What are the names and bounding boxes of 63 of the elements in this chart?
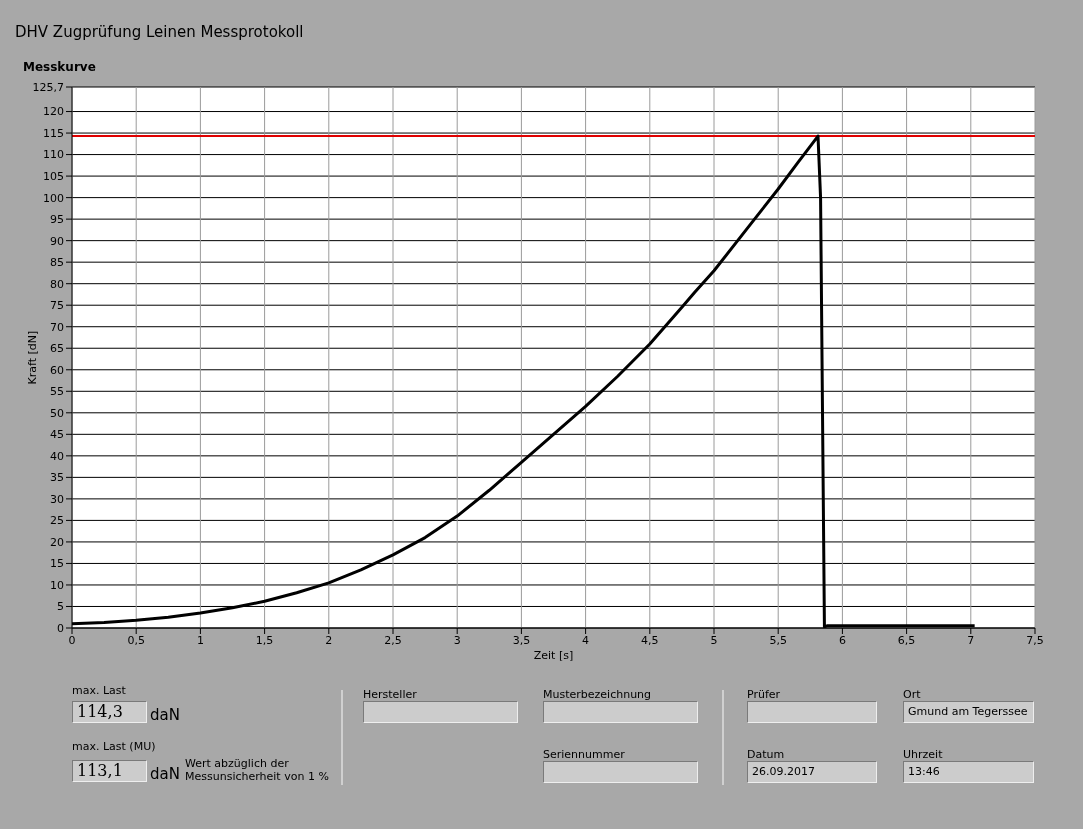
y-tick-label: 10 bbox=[50, 578, 64, 592]
x-tick-label: 3 bbox=[453, 633, 461, 647]
x-tick-label: 4,5 bbox=[641, 633, 659, 647]
y-tick-label: 30 bbox=[50, 492, 64, 506]
y-tick-label: 95 bbox=[50, 213, 64, 227]
y-tick-label: 90 bbox=[50, 234, 64, 248]
text-field: Gmund am Tegerssee bbox=[903, 701, 1034, 723]
y-tick-label: 35 bbox=[50, 471, 64, 485]
x-tick-label: 0 bbox=[68, 633, 76, 647]
text: Ort bbox=[903, 688, 921, 701]
y-tick-label: 5 bbox=[57, 600, 64, 614]
x-tick-label: 6 bbox=[838, 633, 846, 647]
x-tick-label: 4 bbox=[582, 633, 590, 647]
x-tick-label: 2,5 bbox=[384, 633, 402, 647]
y-tick-label: 45 bbox=[50, 428, 64, 442]
chart-title: DHV Zugprüfung Leinen Messprotokoll bbox=[15, 23, 304, 41]
text-field: 113,1 bbox=[72, 760, 147, 782]
text: Uhrzeit bbox=[903, 748, 943, 761]
text-field: 114,3 bbox=[72, 701, 147, 723]
x-tick-label: 2 bbox=[325, 633, 333, 647]
y-tick-label: 125,7 bbox=[32, 80, 64, 94]
text-field: 26.09.2017 bbox=[747, 761, 877, 783]
y-tick-label: 105 bbox=[43, 170, 64, 183]
text: Hersteller bbox=[363, 688, 417, 701]
x-tick-label: 6,5 bbox=[897, 633, 916, 647]
y-tick-label: 85 bbox=[50, 256, 64, 270]
y-tick-label: 120 bbox=[43, 105, 64, 119]
y-tick-label: 60 bbox=[50, 363, 64, 377]
text: max. Last bbox=[72, 684, 126, 697]
x-tick-label: 7 bbox=[967, 633, 975, 647]
y-tick-label: 80 bbox=[50, 277, 64, 291]
y-tick-label: 70 bbox=[50, 320, 64, 334]
y-tick-label: 115 bbox=[43, 126, 64, 140]
x-tick-label: 3,5 bbox=[512, 633, 531, 647]
y-tick-label: 40 bbox=[50, 449, 64, 463]
text: daN bbox=[150, 765, 180, 783]
y-tick-label: 100 bbox=[43, 191, 64, 205]
x-tick-label: 1 bbox=[196, 633, 204, 647]
y-tick-label: 0 bbox=[57, 621, 64, 635]
chart-subtitle: Messkurve bbox=[23, 60, 96, 74]
y-tick-label: 110 bbox=[43, 148, 64, 162]
y-tick-label: 75 bbox=[50, 299, 64, 313]
text: Wert abzüglich der Messunsicherheit von 1 % bbox=[185, 757, 330, 783]
x-tick-label: 1,5 bbox=[255, 633, 274, 647]
text: Seriennummer bbox=[543, 748, 625, 761]
x-tick-label: 5,5 bbox=[769, 633, 787, 647]
y-tick-label: 20 bbox=[50, 535, 64, 549]
y-tick-label: 55 bbox=[50, 385, 64, 399]
text: Musterbezeichnung bbox=[543, 688, 652, 701]
text: Prüfer bbox=[747, 688, 781, 701]
text-field: 13:46 bbox=[903, 761, 1034, 783]
x-tick-label: 5 bbox=[710, 633, 718, 647]
y-tick-label: 65 bbox=[50, 342, 64, 356]
y-tick-label: 50 bbox=[50, 406, 64, 420]
y-axis-title: Kraft [dN] bbox=[25, 330, 39, 385]
text: Datum bbox=[747, 748, 785, 761]
y-tick-label: 15 bbox=[50, 557, 64, 571]
text: max. Last (MU) bbox=[72, 740, 156, 753]
x-axis-title: Zeit [s] bbox=[533, 649, 574, 662]
x-tick-label: 7,5 bbox=[1026, 633, 1044, 647]
x-tick-label: 0,5 bbox=[127, 633, 145, 647]
y-tick-label: 25 bbox=[50, 514, 64, 528]
text: daN bbox=[150, 706, 180, 724]
